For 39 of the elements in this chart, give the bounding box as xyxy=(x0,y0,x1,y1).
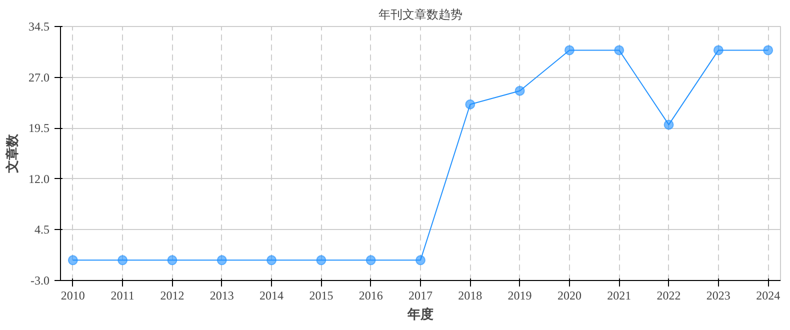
x-tick-label: 2018 xyxy=(458,288,482,302)
y-tick-label: 34.5 xyxy=(28,20,50,34)
x-tick-label: 2011 xyxy=(110,288,134,302)
point xyxy=(763,45,774,56)
x-tick-label: 2024 xyxy=(756,288,780,302)
point xyxy=(366,255,376,266)
chart-title: 年刊文章数趋势 xyxy=(378,8,462,22)
point xyxy=(465,99,476,110)
point xyxy=(118,255,128,266)
point xyxy=(664,120,674,130)
point xyxy=(564,45,574,56)
y-tick-label: 4.5 xyxy=(34,222,50,237)
x-tick-label: 2020 xyxy=(557,288,582,302)
point xyxy=(514,86,525,96)
x-tick-label: 2014 xyxy=(260,288,284,302)
point xyxy=(713,45,724,56)
x-tick-label: 2015 xyxy=(309,288,334,302)
x-tick-label: 2023 xyxy=(706,288,730,302)
x-tick-label: 2022 xyxy=(656,288,681,302)
point xyxy=(216,255,227,266)
point xyxy=(416,255,426,266)
y-tick-label: 12.0 xyxy=(28,172,50,186)
y-tick-label: 19.5 xyxy=(28,121,50,136)
y-tick-label: -3.0 xyxy=(30,274,50,288)
x-tick-label: 2016 xyxy=(358,288,383,302)
point xyxy=(266,255,277,266)
x-tick-label: 2017 xyxy=(408,288,432,302)
x-tick-label: 2012 xyxy=(160,288,184,302)
y-axis-title: 文章数 xyxy=(4,133,20,174)
x-axis-title: 年度 xyxy=(406,306,434,322)
x-tick-label: 2021 xyxy=(607,288,632,302)
point xyxy=(167,255,178,266)
point xyxy=(614,45,624,56)
point xyxy=(68,255,78,266)
point xyxy=(316,255,326,266)
y-tick-label: 27.0 xyxy=(28,70,50,84)
x-tick-label: 2019 xyxy=(508,288,532,302)
x-tick-label: 2010 xyxy=(60,288,85,302)
x-tick-label: 2013 xyxy=(210,288,234,302)
